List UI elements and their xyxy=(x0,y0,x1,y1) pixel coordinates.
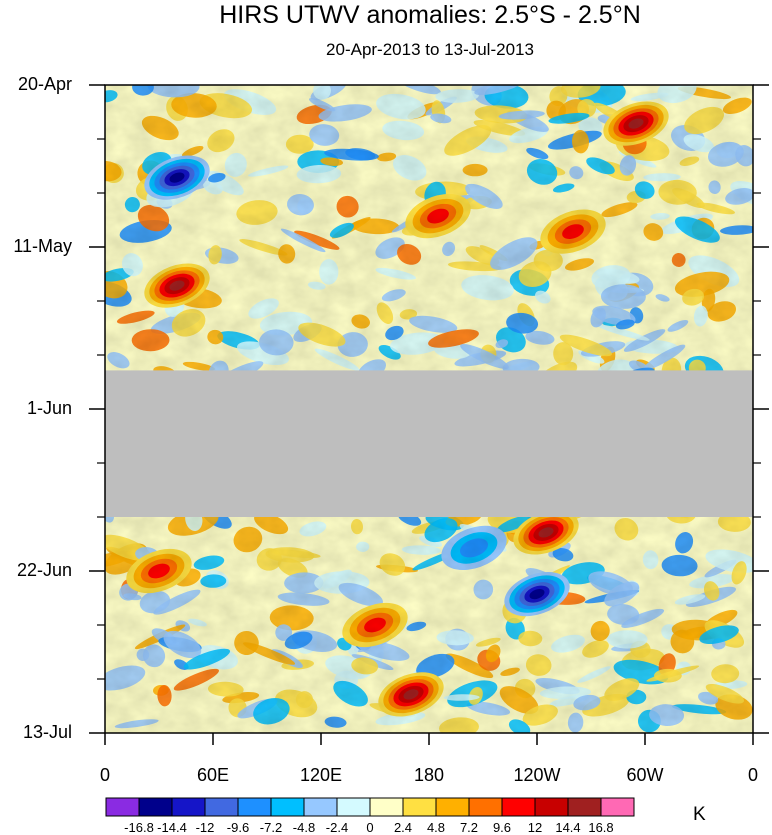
colorbar-swatch xyxy=(369,797,404,817)
colorbar-label: 16.8 xyxy=(588,820,614,835)
y-tick-label: 11-May xyxy=(13,236,72,256)
colorbar-label: -7.2 xyxy=(259,820,283,835)
colorbar-label: -4.8 xyxy=(292,820,316,835)
x-tick-label: 60W xyxy=(626,765,664,785)
y-tick-label: 1-Jun xyxy=(26,398,72,418)
colorbar-swatch xyxy=(435,797,470,817)
x-tick-label: 180 xyxy=(413,765,445,785)
colorbar-swatch xyxy=(138,797,173,817)
colorbar-label: 14.4 xyxy=(555,820,581,835)
colorbar-label: -2.4 xyxy=(325,820,349,835)
y-tick-label: 13-Jul xyxy=(22,722,72,742)
anomaly-field xyxy=(105,85,753,733)
colorbar-swatch xyxy=(402,797,437,817)
colorbar-swatch xyxy=(567,797,602,817)
colorbar-swatch xyxy=(336,797,371,817)
colorbar-label: 2.4 xyxy=(393,820,413,835)
colorbar-label: 7.2 xyxy=(459,820,479,835)
colorbar-swatch xyxy=(501,797,536,817)
axes xyxy=(89,84,769,745)
y-tick-label: 20-Apr xyxy=(17,74,72,94)
colorbar-swatch xyxy=(303,797,338,817)
colorbar-unit: K xyxy=(693,804,706,825)
chart-title: HIRS UTWV anomalies: 2.5°S - 2.5°N xyxy=(219,1,641,29)
colorbar-swatch xyxy=(600,797,635,817)
colorbar-label: -12 xyxy=(195,820,215,835)
colorbar-swatch xyxy=(171,797,206,817)
colorbar-label: 0 xyxy=(366,820,374,835)
missing-data-band xyxy=(105,370,753,517)
x-tick-label: 0 xyxy=(747,765,758,785)
colorbar-swatch xyxy=(468,797,503,817)
chart-subtitle: 20-Apr-2013 to 13-Jul-2013 xyxy=(326,40,534,59)
y-tick-label: 22-Jun xyxy=(16,560,72,580)
colorbar-label: -9.6 xyxy=(226,820,250,835)
colorbar-label: 4.8 xyxy=(426,820,446,835)
colorbar-label: -14.4 xyxy=(157,820,187,835)
x-tick-label: 120E xyxy=(299,765,343,785)
x-tick-label: 0 xyxy=(99,765,110,785)
colorbar-label: -16.8 xyxy=(124,820,154,835)
x-tick-label: 60E xyxy=(196,765,230,785)
colorbar-swatch xyxy=(270,797,305,817)
colorbar-label: 9.6 xyxy=(492,820,512,835)
colorbar-swatch xyxy=(204,797,239,817)
colorbar-swatch xyxy=(237,797,272,817)
x-tick-label: 120W xyxy=(513,765,561,785)
colorbar xyxy=(105,797,635,817)
colorbar-swatch xyxy=(105,797,140,817)
colorbar-label: 12 xyxy=(527,820,543,835)
colorbar-swatch xyxy=(534,797,569,817)
